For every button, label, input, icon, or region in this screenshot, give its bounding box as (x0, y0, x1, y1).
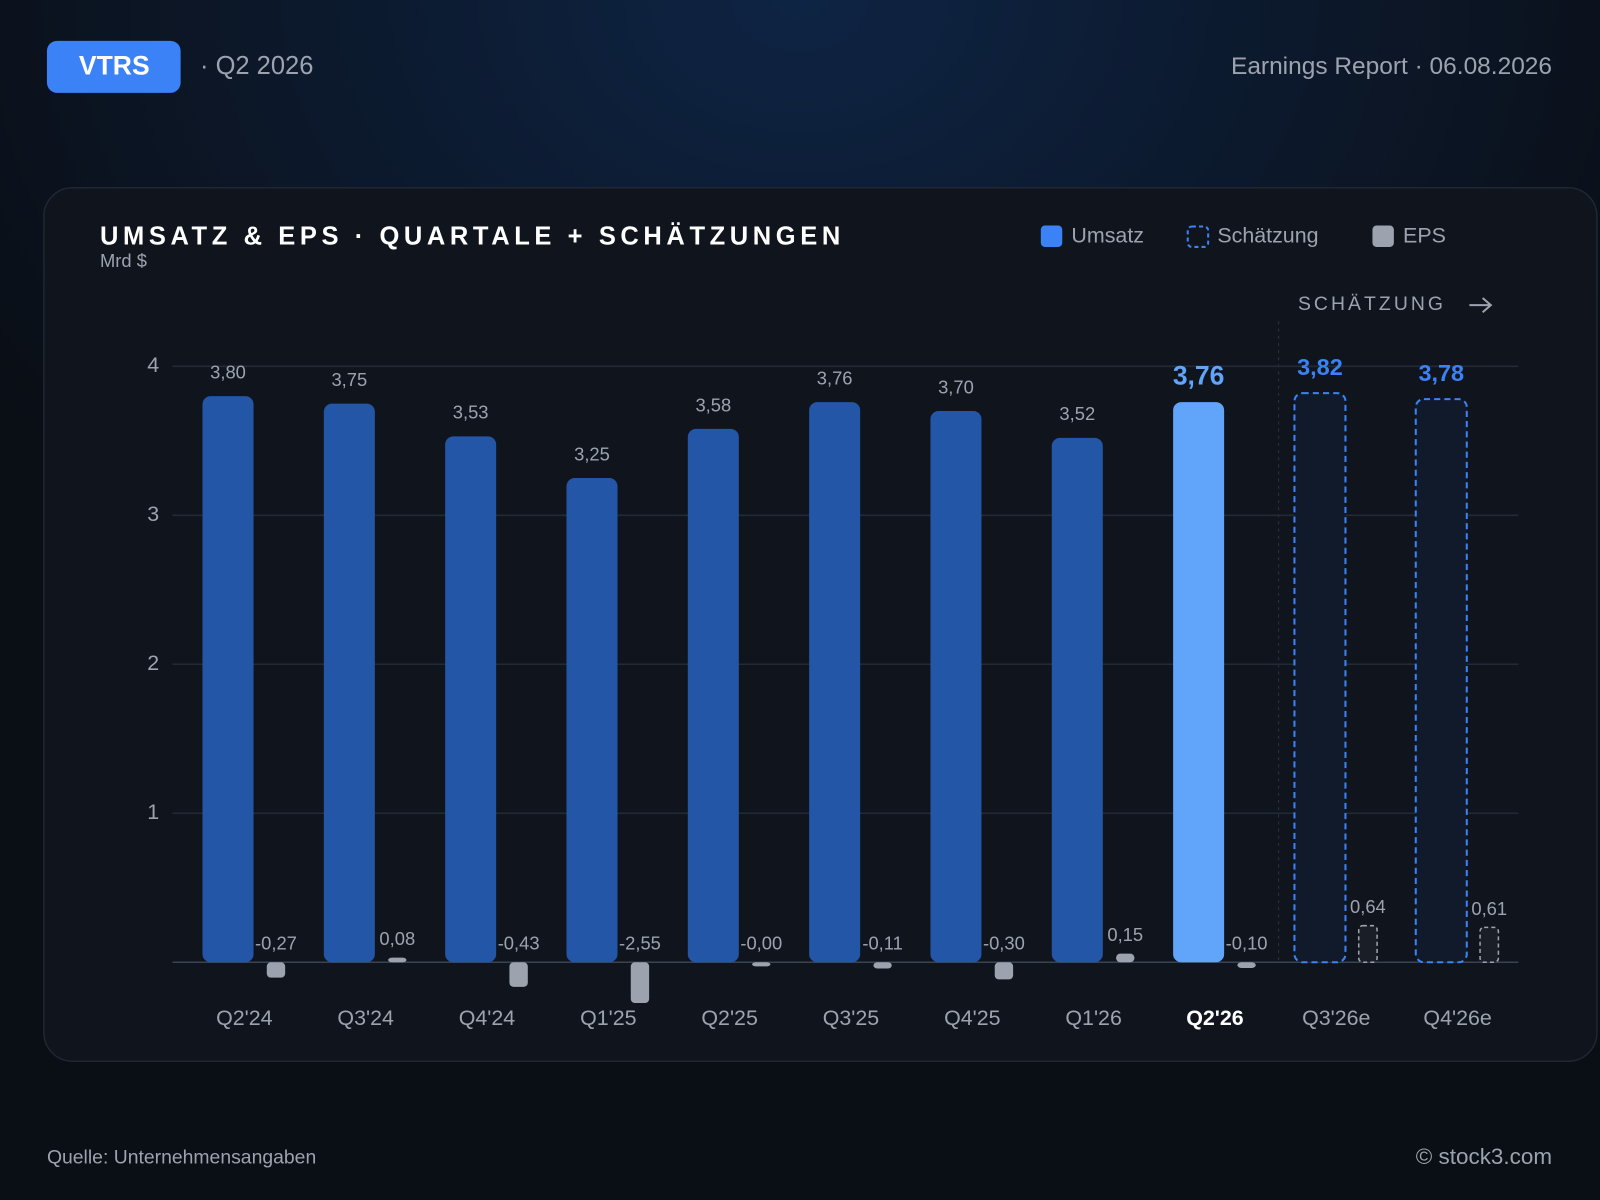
legend-label: Schätzung (1217, 223, 1318, 247)
source: Quelle: Unternehmensangaben (47, 1146, 316, 1168)
y-label: Mrd $ (100, 250, 147, 271)
revenue-label: 3,76 (817, 367, 853, 388)
annotation-arrow (1469, 297, 1493, 314)
eps-bar (388, 957, 407, 963)
revenue-bar (930, 411, 982, 963)
annotation: SCHÄTZUNG (1298, 293, 1446, 315)
revenue-label: 3,58 (695, 394, 731, 415)
x-tick-label: Q4'24 (459, 1006, 516, 1030)
x-tick-label: Q3'26e (1302, 1006, 1370, 1030)
eps-bar (509, 962, 528, 987)
revenue-bar (809, 402, 861, 963)
revenue-label: 3,78 (1418, 360, 1464, 386)
legend-label: Umsatz (1071, 223, 1144, 247)
eps-bar (630, 962, 650, 1004)
y-tick-label: 1 (147, 800, 159, 824)
eps-bar (873, 962, 892, 969)
eps-bar (994, 962, 1014, 980)
eps-label: 0,64 (1350, 896, 1386, 917)
x-tick-label: Q1'25 (580, 1006, 636, 1030)
x-tick-label: Q3'25 (823, 1006, 879, 1030)
eps-label: -0,00 (740, 933, 782, 954)
x-tick-label: Q1'26 (1065, 1006, 1121, 1030)
x-tick-label: Q3'24 (337, 1006, 394, 1030)
revenue-label: 3,53 (453, 402, 489, 423)
eps-label: -0,10 (1226, 933, 1268, 954)
eps-bar (1479, 926, 1500, 964)
x-tick-label: Q2'25 (701, 1006, 757, 1030)
revenue-label: 3,82 (1297, 354, 1343, 380)
eps-label: 0,08 (379, 928, 415, 949)
eps-bar (1237, 962, 1256, 968)
x-tick-label: Q2'24 (216, 1006, 273, 1030)
revenue-label: 3,25 (574, 443, 610, 464)
revenue-label: 3,76 (1173, 361, 1225, 391)
eps-label: -2,55 (619, 933, 661, 954)
chart-title: UMSATZ & EPS · QUARTALE + SCHÄTZUNGEN (100, 222, 845, 250)
revenue-bar (1414, 398, 1468, 964)
eps-bar (752, 962, 771, 967)
eps-label: -0,43 (498, 933, 540, 954)
eps-bar (266, 962, 286, 978)
revenue-bar (445, 436, 497, 963)
legend-swatch (1040, 225, 1063, 247)
x-tick-label: Q4'26e (1423, 1006, 1491, 1030)
eps-label: 0,61 (1471, 898, 1507, 919)
eps-bar (1116, 953, 1135, 963)
revenue-bar (323, 403, 375, 963)
eps-label: -0,27 (255, 933, 297, 954)
y-tick-label: 2 (147, 651, 159, 675)
legend-swatch (1186, 225, 1210, 248)
revenue-bar (202, 396, 254, 963)
ticker: VTRS (79, 50, 150, 80)
legend-swatch (1372, 225, 1394, 247)
eps-label: -0,11 (862, 933, 902, 954)
revenue-bar (566, 478, 618, 963)
eps-label: -0,30 (983, 933, 1025, 954)
y-tick-label: 4 (147, 353, 159, 377)
ticker-badge (46, 40, 181, 93)
revenue-bar (1051, 437, 1103, 963)
revenue-label: 3,80 (210, 362, 246, 383)
revenue-label: 3,52 (1059, 403, 1095, 424)
y-tick-label: 3 (147, 502, 159, 526)
legend-label: EPS (1403, 223, 1446, 247)
revenue-label: 3,70 (938, 376, 974, 397)
report: Earnings Report · 06.08.2026 (1231, 53, 1552, 80)
period: · Q2 2026 (200, 52, 313, 80)
revenue-bar (1173, 402, 1225, 963)
eps-label: 0,15 (1107, 924, 1143, 945)
eps-bar (1357, 924, 1378, 964)
revenue-bar (1293, 392, 1347, 964)
copyright: © stock3.com (1416, 1144, 1552, 1169)
x-tick-label: Q2'26 (1186, 1006, 1244, 1030)
revenue-label: 3,75 (331, 369, 367, 390)
x-tick-label: Q4'25 (944, 1006, 1000, 1030)
revenue-bar (687, 428, 739, 963)
